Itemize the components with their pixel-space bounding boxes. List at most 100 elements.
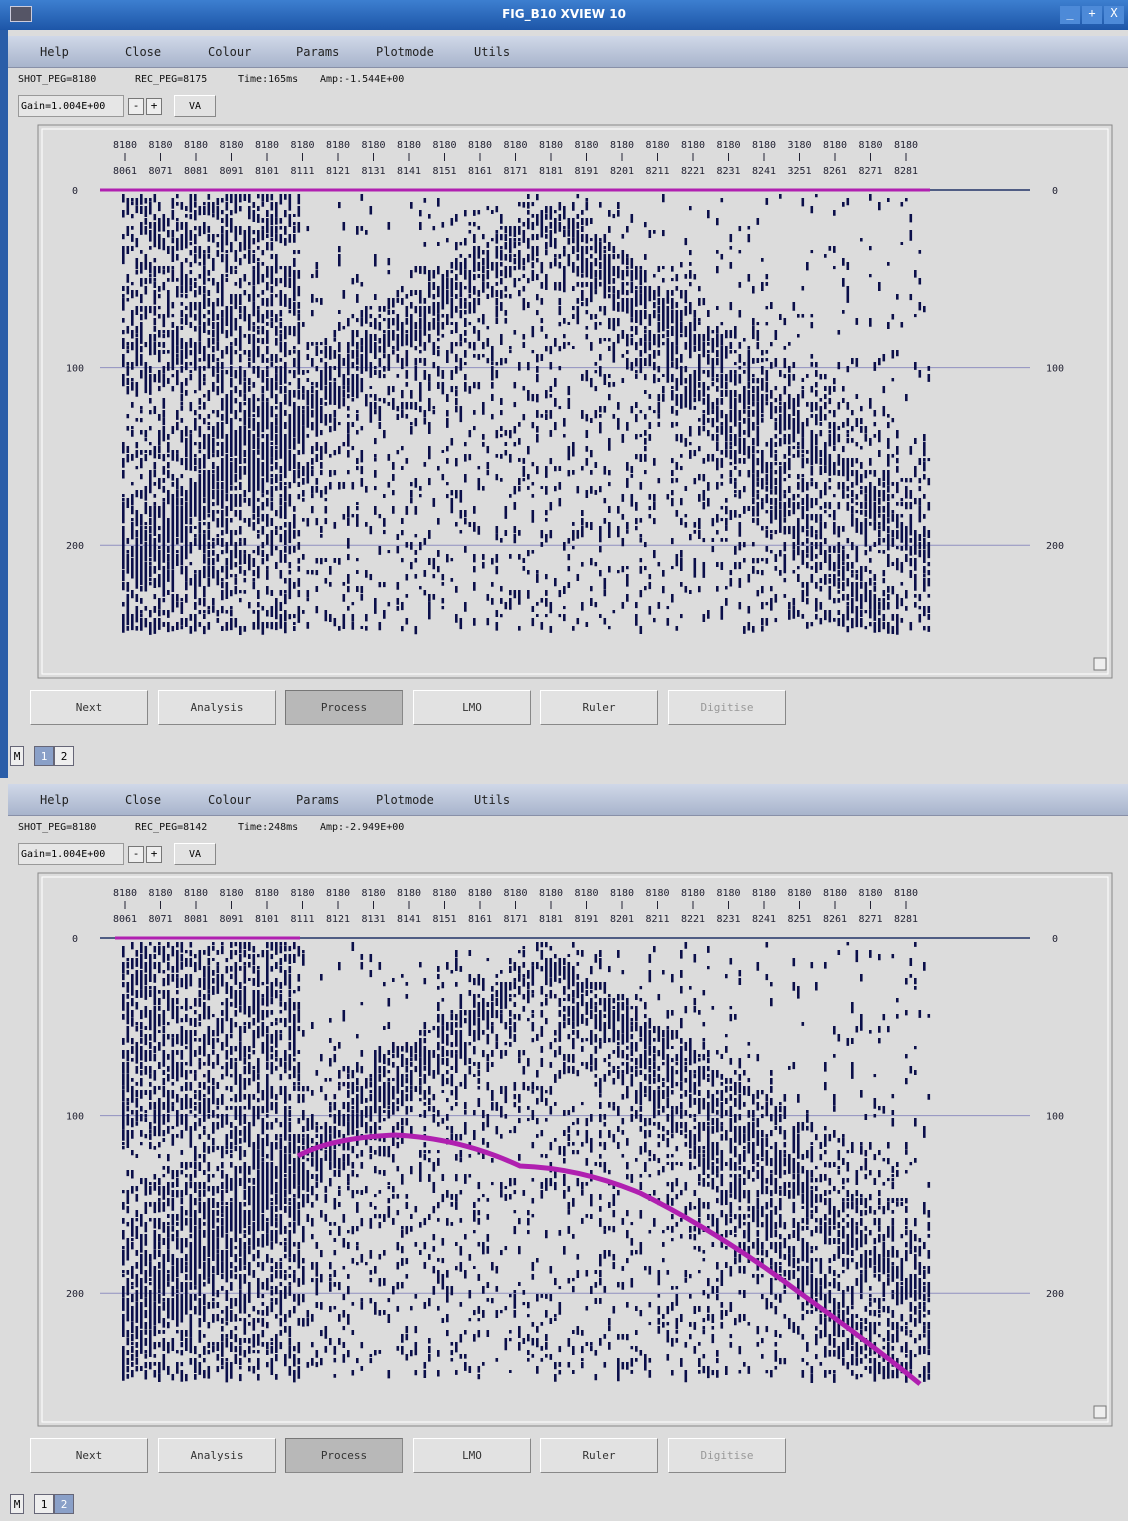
- action-button[interactable]: Digitise: [668, 1438, 786, 1473]
- mode-button[interactable]: VA: [174, 843, 216, 865]
- menu-bar: Help Close Colour Params Plotmode Utils: [8, 784, 1128, 816]
- receiver-peg-label: 8131: [361, 166, 385, 177]
- shot-peg-label: 8180: [255, 140, 279, 151]
- gain-button[interactable]: +: [146, 846, 162, 863]
- action-button[interactable]: LMO: [413, 690, 531, 725]
- shot-peg-label: 3180: [787, 140, 811, 151]
- menu-item[interactable]: Params: [296, 45, 340, 59]
- receiver-peg-label: 8221: [681, 166, 705, 177]
- action-button[interactable]: Ruler: [540, 690, 658, 725]
- receiver-peg-label: 8111: [290, 914, 314, 925]
- shot-peg-label: 8180: [326, 140, 350, 151]
- receiver-peg-label: 8121: [326, 166, 350, 177]
- shot-peg-label: 8180: [184, 140, 208, 151]
- menu-item[interactable]: Utils: [474, 45, 511, 59]
- menu-item[interactable]: Close: [125, 793, 162, 807]
- shot-peg-label: 8180: [894, 140, 918, 151]
- page-tab[interactable]: 2: [54, 746, 74, 766]
- gain-field[interactable]: Gain=1.004E+00: [18, 95, 124, 117]
- shot-peg-label: 8180: [539, 888, 563, 899]
- action-button[interactable]: Analysis: [158, 1438, 276, 1473]
- menu-item[interactable]: Plotmode: [376, 793, 434, 807]
- shot-peg-label: 8180: [113, 140, 137, 151]
- gain-field[interactable]: Gain=1.004E+00: [18, 843, 124, 865]
- receiver-peg-label: 8221: [681, 914, 705, 925]
- receiver-peg-label: 8161: [468, 166, 492, 177]
- time-tick-label: 200: [1046, 541, 1064, 552]
- action-button[interactable]: Next: [30, 690, 148, 725]
- seismic-plot: 8180 8180 8180 8180 8180 8180 8180 8180 8180 8180…: [37, 872, 1113, 1427]
- page-tab[interactable]: M: [10, 1494, 24, 1514]
- receiver-peg-label: 8131: [361, 914, 385, 925]
- action-button[interactable]: Process: [285, 690, 403, 725]
- menu-bar: Help Close Colour Params Plotmode Utils: [8, 36, 1128, 68]
- receiver-peg-label: 8141: [397, 914, 421, 925]
- time-tick-label: 100: [1046, 1112, 1064, 1123]
- plot-frame-inner: [41, 128, 1109, 675]
- status-text: REC_PEG=8175: [135, 74, 208, 85]
- plot-frame-inner: [41, 876, 1109, 1423]
- receiver-peg-label: 3251: [787, 166, 811, 177]
- receiver-peg-label: 8211: [645, 166, 669, 177]
- status-text: REC_PEG=8142: [135, 822, 208, 833]
- shot-peg-label: 8180: [432, 888, 456, 899]
- menu-item[interactable]: Colour: [208, 793, 252, 807]
- receiver-peg-label: 8261: [823, 166, 847, 177]
- time-tick-label: 200: [66, 541, 84, 552]
- receiver-peg-label: 8261: [823, 914, 847, 925]
- pick-curve: [296, 1132, 922, 1386]
- menu-item[interactable]: Close: [125, 45, 162, 59]
- mode-button[interactable]: VA: [174, 95, 216, 117]
- receiver-peg-label: 8241: [752, 166, 776, 177]
- shot-peg-label: 8180: [290, 888, 314, 899]
- receiver-peg-label: 8241: [752, 914, 776, 925]
- status-text: SHOT_PEG=8180: [18, 822, 97, 833]
- window-control[interactable]: _: [1060, 6, 1080, 24]
- gain-button[interactable]: +: [146, 98, 162, 115]
- shot-peg-label: 8180: [432, 140, 456, 151]
- shot-peg-label: 8180: [858, 140, 882, 151]
- shot-peg-label: 8180: [290, 140, 314, 151]
- window-icon: [10, 6, 32, 22]
- resize-handle: [1093, 657, 1107, 671]
- window-control[interactable]: +: [1082, 6, 1102, 24]
- receiver-peg-label: 8201: [610, 166, 634, 177]
- action-button[interactable]: Digitise: [668, 690, 786, 725]
- gain-button[interactable]: -: [128, 98, 144, 115]
- page-tab[interactable]: 1: [34, 1494, 54, 1514]
- status-text: Time:165ms: [238, 74, 299, 85]
- action-button[interactable]: Analysis: [158, 690, 276, 725]
- action-button[interactable]: Ruler: [540, 1438, 658, 1473]
- status-text: Amp:-1.544E+00: [320, 74, 405, 85]
- shot-peg-label: 8180: [752, 888, 776, 899]
- time-tick-label: 200: [1046, 1289, 1064, 1300]
- menu-item[interactable]: Plotmode: [376, 45, 434, 59]
- page-tab[interactable]: M: [10, 746, 24, 766]
- action-button[interactable]: Process: [285, 1438, 403, 1473]
- time-tick-label: 200: [66, 1289, 84, 1300]
- shot-peg-label: 8180: [894, 888, 918, 899]
- menu-item[interactable]: Params: [296, 793, 340, 807]
- action-button[interactable]: LMO: [413, 1438, 531, 1473]
- action-button[interactable]: Next: [30, 1438, 148, 1473]
- page-tab[interactable]: 1: [34, 746, 54, 766]
- menu-item[interactable]: Help: [40, 793, 69, 807]
- seismic-plot: 8180 8180 8180 8180 8180 8180 8180 8180 8180 8180…: [37, 124, 1113, 679]
- receiver-peg-label: 8281: [894, 914, 918, 925]
- title-bar: FIG_B10 XVIEW 10: [0, 0, 1128, 30]
- menu-item[interactable]: Utils: [474, 793, 511, 807]
- page-tab[interactable]: 2: [54, 1494, 74, 1514]
- shot-peg-label: 8180: [255, 888, 279, 899]
- status-text: Time:248ms: [238, 822, 299, 833]
- shot-peg-label: 8180: [113, 888, 137, 899]
- window-title: FIG_B10 XVIEW 10: [502, 7, 626, 21]
- menu-item[interactable]: Colour: [208, 45, 252, 59]
- window-control[interactable]: X: [1104, 6, 1124, 24]
- shot-peg-label: 8180: [645, 888, 669, 899]
- gain-button[interactable]: -: [128, 846, 144, 863]
- menu-item[interactable]: Help: [40, 45, 69, 59]
- time-tick-label: 100: [66, 364, 84, 375]
- shot-peg-label: 8180: [503, 140, 527, 151]
- shot-peg-label: 8180: [219, 140, 243, 151]
- shot-peg-label: 8180: [539, 140, 563, 151]
